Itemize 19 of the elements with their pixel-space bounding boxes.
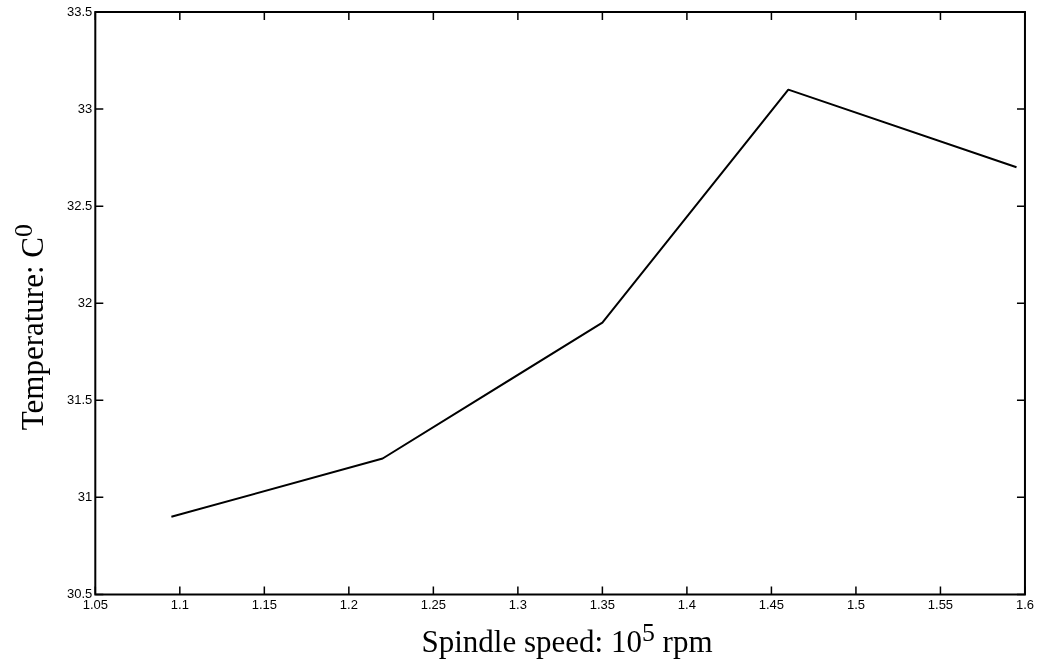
x-tick-label: 1.35 [589, 596, 616, 612]
x-tick-label: 1.3 [508, 596, 527, 612]
y-tick-label: 32 [77, 294, 93, 310]
x-tick-label: 1.1 [170, 596, 189, 612]
x-tick-label: 1.2 [339, 596, 358, 612]
x-tick-label: 1.4 [677, 596, 696, 612]
y-tick-label: 31.5 [66, 391, 93, 407]
x-tick-label: 1.55 [927, 596, 954, 612]
x-tick-label: 1.6 [1015, 596, 1034, 612]
x-tick-label: 1.45 [758, 596, 785, 612]
y-tick-label: 33 [77, 100, 93, 116]
x-tick-label: 1.25 [420, 596, 447, 612]
y-tick-label: 33.5 [66, 3, 93, 19]
x-tick-label: 1.15 [251, 596, 277, 612]
x-axis-title: Spindle speed: 10$^{5}$ rpm [420, 618, 714, 661]
y-tick-label: 32.5 [66, 197, 93, 213]
y-tick-label: 30.5 [66, 585, 93, 601]
x-tick-label: 1.5 [846, 596, 865, 612]
y-tick-label: 31 [77, 488, 93, 504]
